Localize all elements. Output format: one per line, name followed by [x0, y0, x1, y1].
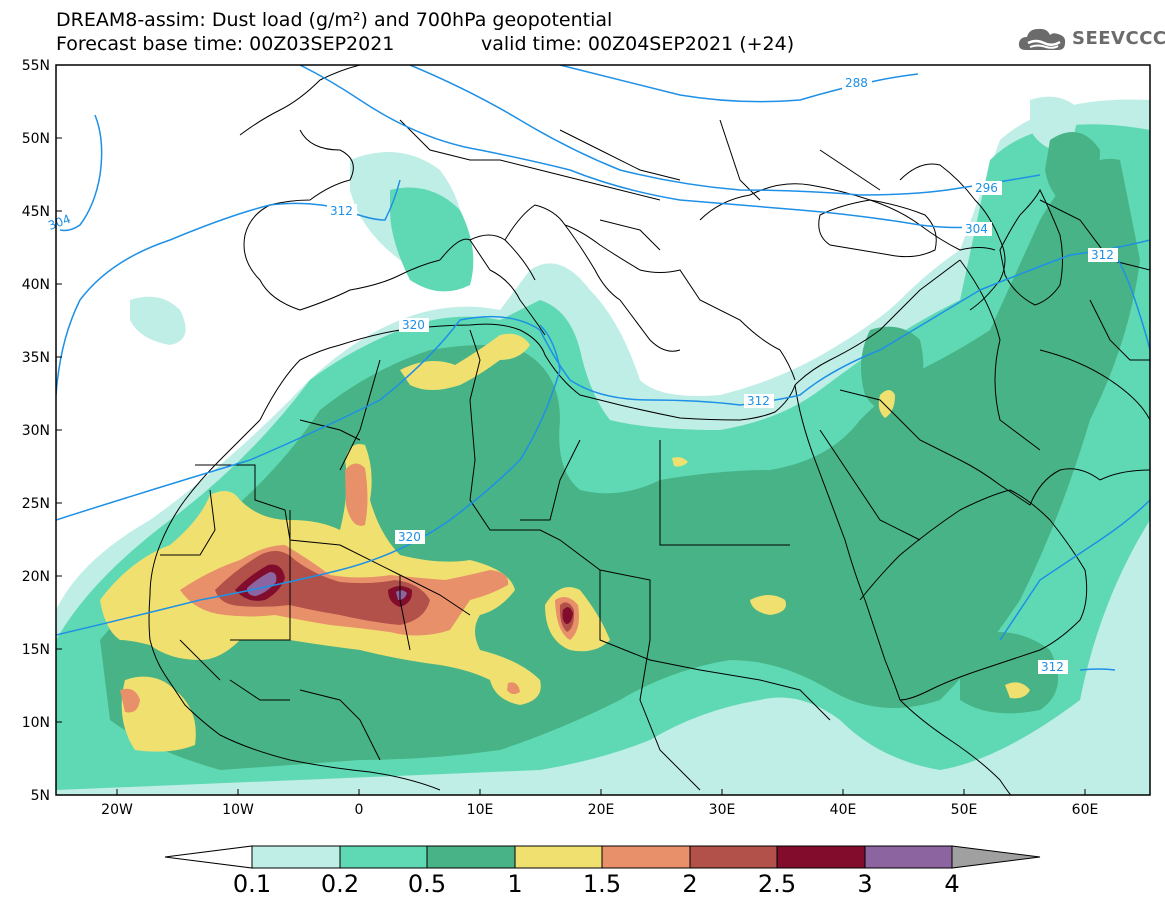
contour-label-304: 304: [965, 222, 988, 236]
colorbar: [164, 845, 1041, 869]
colorbar-swatch: [951, 845, 1041, 869]
lat-label: 25N: [22, 496, 50, 512]
lat-label: 20N: [22, 569, 50, 585]
lon-label: 30E: [709, 802, 736, 818]
contour-label-320-south: 320: [398, 530, 421, 544]
contour-label-320-north: 320: [402, 318, 425, 332]
colorbar-label: 3: [857, 870, 873, 898]
dust-field: [56, 65, 1150, 795]
lon-label: 20E: [588, 802, 615, 818]
forecast-base-time: Forecast base time: 00Z03SEP2021: [56, 33, 395, 55]
lon-label: 0: [355, 802, 364, 818]
longitude-labels: 20W 10W 0 10E 20E 30E 40E 50E 60E: [101, 802, 1098, 818]
lat-label: 35N: [22, 350, 50, 366]
lat-label: 5N: [31, 788, 50, 804]
colorbar-label: 4: [944, 870, 960, 898]
valid-time: valid time: 00Z04SEP2021 (+24): [481, 33, 795, 55]
colorbar-swatch: [251, 845, 341, 869]
lat-label: 30N: [22, 423, 50, 439]
colorbar-swatch: [339, 845, 428, 869]
colorbar-swatch: [689, 845, 778, 869]
colorbar-swatch: [426, 845, 516, 869]
contour-label-312-east: 312: [1091, 248, 1114, 262]
lat-label: 10N: [22, 715, 50, 731]
contour-labels: 288 296 304 312 312 312 312 320 320 304: [46, 76, 1118, 674]
colorbar-label: 1: [507, 870, 523, 898]
colorbar-label: 0.5: [407, 870, 447, 898]
lat-label: 55N: [22, 58, 50, 74]
colorbar-label: 2.5: [757, 870, 797, 898]
map-title: DREAM8-assim: Dust load (g/m²) and 700hP…: [56, 9, 613, 31]
lat-label: 50N: [22, 131, 50, 147]
colorbar-swatch: [514, 845, 603, 869]
seevccc-logo: SEEVCCC: [1018, 24, 1165, 54]
colorbar-label: 0.2: [320, 870, 360, 898]
contour-label-312-west: 312: [330, 204, 353, 218]
lat-label: 45N: [22, 204, 50, 220]
lon-label: 10E: [467, 802, 494, 818]
latitude-labels: 55N 50N 45N 40N 35N 30N 25N 20N 15N 10N …: [22, 58, 50, 804]
colorbar-swatch: [864, 845, 953, 869]
contour-label-296: 296: [975, 181, 998, 195]
lon-label: 10W: [222, 802, 254, 818]
colorbar-label: 0.1: [232, 870, 272, 898]
logo-text: SEEVCCC: [1072, 28, 1165, 49]
lat-label: 40N: [22, 277, 50, 293]
contour-label-312-south: 312: [1041, 660, 1064, 674]
lat-label: 15N: [22, 642, 50, 658]
axis-ticks: [56, 64, 1086, 795]
lon-label: 50E: [951, 802, 978, 818]
contour-label-312-mid: 312: [747, 394, 770, 408]
lon-label: 60E: [1072, 802, 1099, 818]
contour-label-288: 288: [845, 76, 868, 90]
colorbar-label: 2: [682, 870, 698, 898]
colorbar-swatch: [601, 845, 691, 869]
colorbar-label: 1.5: [582, 870, 622, 898]
lon-label: 40E: [830, 802, 857, 818]
coastlines: [148, 65, 1150, 795]
colorbar-swatch: [776, 845, 866, 869]
lon-label: 20W: [101, 802, 133, 818]
cloud-icon: [1018, 28, 1066, 50]
map-subtitle: Forecast base time: 00Z03SEP2021 valid ti…: [56, 33, 794, 55]
